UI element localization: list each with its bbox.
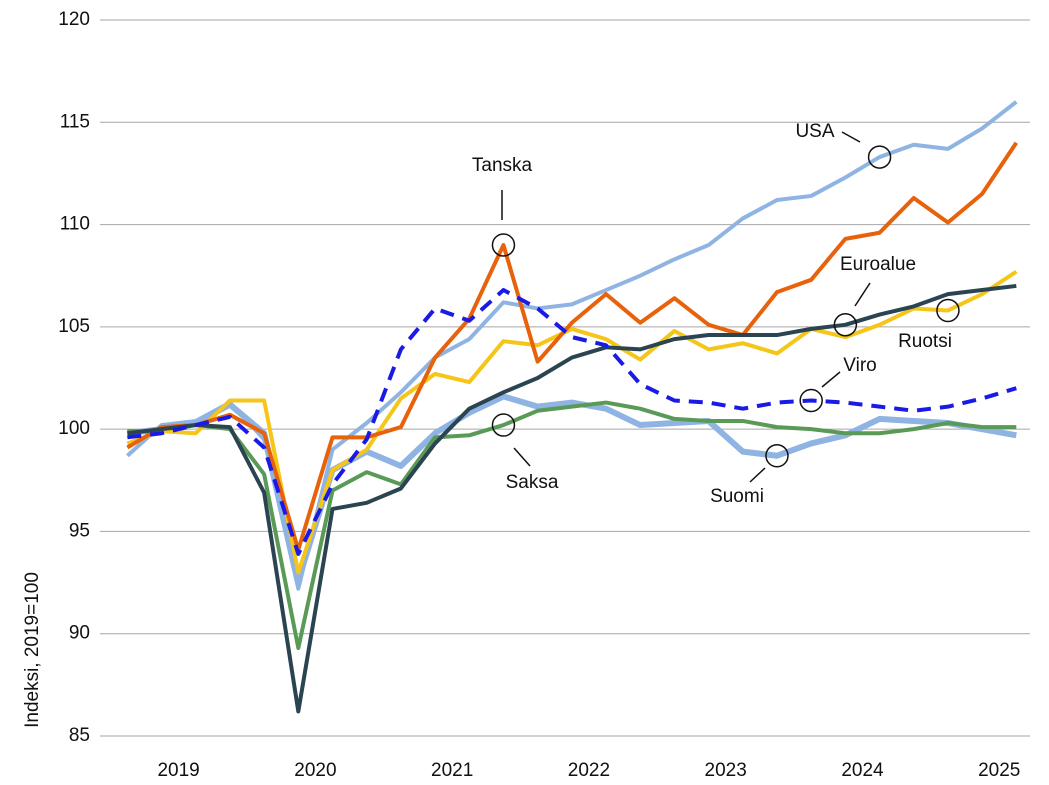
x-tick-label: 2025: [978, 760, 1020, 781]
annotation-leader: [749, 467, 766, 483]
annotation-leader: [513, 447, 531, 467]
annotation-circle: [867, 145, 892, 169]
x-tick-label: 2024: [841, 760, 884, 781]
series-line: [127, 283, 1017, 714]
annotation-leader: [854, 282, 871, 307]
annotation-circle: [833, 313, 858, 337]
series-line: [126, 100, 1018, 591]
annotation-leader: [841, 131, 861, 143]
annotation-label: USA: [795, 121, 834, 142]
y-tick-label: 110: [60, 214, 90, 235]
annotation-leader: [821, 371, 841, 388]
y-tick-label: 90: [69, 623, 90, 644]
x-tick-label: 2021: [431, 760, 473, 781]
x-tick-label: 2023: [705, 760, 747, 781]
annotation-circle: [799, 388, 823, 413]
x-tick-label: 2020: [294, 760, 336, 781]
series-line: [127, 288, 1017, 556]
annotation-label: Tanska: [472, 155, 533, 176]
series-line: [127, 400, 1017, 651]
annotation-circle: [936, 298, 960, 323]
annotation-circle: [765, 443, 789, 468]
annotation-label: Euroalue: [840, 254, 916, 275]
x-tick-label: 2019: [157, 760, 199, 781]
annotation-circle: [491, 233, 516, 257]
annotation-circle: [491, 413, 516, 437]
y-axis-label: Indeksi, 2019=100: [22, 572, 43, 728]
annotation-label: Suomi: [710, 486, 764, 507]
y-tick-label: 100: [58, 418, 90, 439]
annotation-label: Viro: [843, 355, 876, 376]
annotation-label: Ruotsi: [898, 331, 952, 352]
annotation-label: Saksa: [506, 472, 559, 493]
y-tick-label: 95: [69, 520, 90, 541]
y-tick-label: 115: [60, 111, 90, 132]
y-tick-label: 105: [58, 316, 90, 337]
series-line: [126, 141, 1018, 552]
y-tick-label: 120: [58, 9, 90, 30]
series-line: [126, 269, 1018, 575]
x-tick-label: 2022: [568, 760, 610, 781]
y-tick-label: 85: [69, 725, 90, 746]
